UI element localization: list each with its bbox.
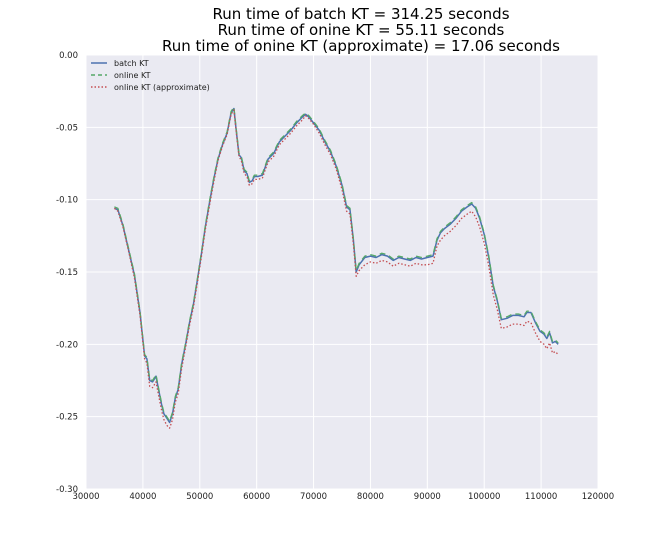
y-axis-ticks: 0.00 -0.05 -0.10 -0.15 -0.20 -0.25 -0.30 (56, 51, 78, 495)
x-tick-label: 120000 (582, 492, 614, 502)
legend: batch KT online KT online KT (approximate) (91, 59, 210, 92)
chart-title: Run time of batch KT = 314.25 seconds Ru… (162, 5, 560, 55)
y-tick-label: -0.25 (56, 413, 78, 423)
x-axis-ticks: 30000 40000 50000 60000 70000 80000 90000 10000… (72, 492, 614, 502)
x-tick-label: 70000 (300, 492, 327, 502)
y-tick-label: -0.10 (56, 196, 78, 206)
grid-lines (85, 54, 599, 490)
x-tick-label: 50000 (186, 492, 213, 502)
title-line-2: Run time of onine KT = 55.11 seconds (218, 21, 505, 39)
x-tick-label: 80000 (357, 492, 384, 502)
legend-label-3: online KT (approximate) (114, 83, 210, 92)
y-tick-label: -0.20 (56, 340, 78, 350)
x-tick-label: 40000 (129, 492, 156, 502)
x-tick-label: 60000 (243, 492, 270, 502)
y-tick-label: 0.00 (59, 51, 78, 61)
x-tick-label: 90000 (414, 492, 441, 502)
series-lines (113, 106, 559, 429)
series-line-2 (114, 106, 559, 422)
y-tick-label: -0.30 (56, 485, 78, 495)
title-line-1: Run time of batch KT = 314.25 seconds (212, 5, 509, 23)
y-tick-label: -0.15 (56, 268, 78, 278)
x-tick-label: 110000 (525, 492, 557, 502)
legend-label-1: batch KT (114, 59, 149, 68)
x-tick-label: 30000 (72, 492, 99, 502)
legend-label-2: online KT (114, 71, 151, 80)
y-tick-label: -0.05 (56, 123, 78, 133)
series-line-3 (113, 109, 559, 429)
x-tick-label: 100000 (468, 492, 500, 502)
title-line-3: Run time of onine KT (approximate) = 17.… (162, 37, 560, 55)
